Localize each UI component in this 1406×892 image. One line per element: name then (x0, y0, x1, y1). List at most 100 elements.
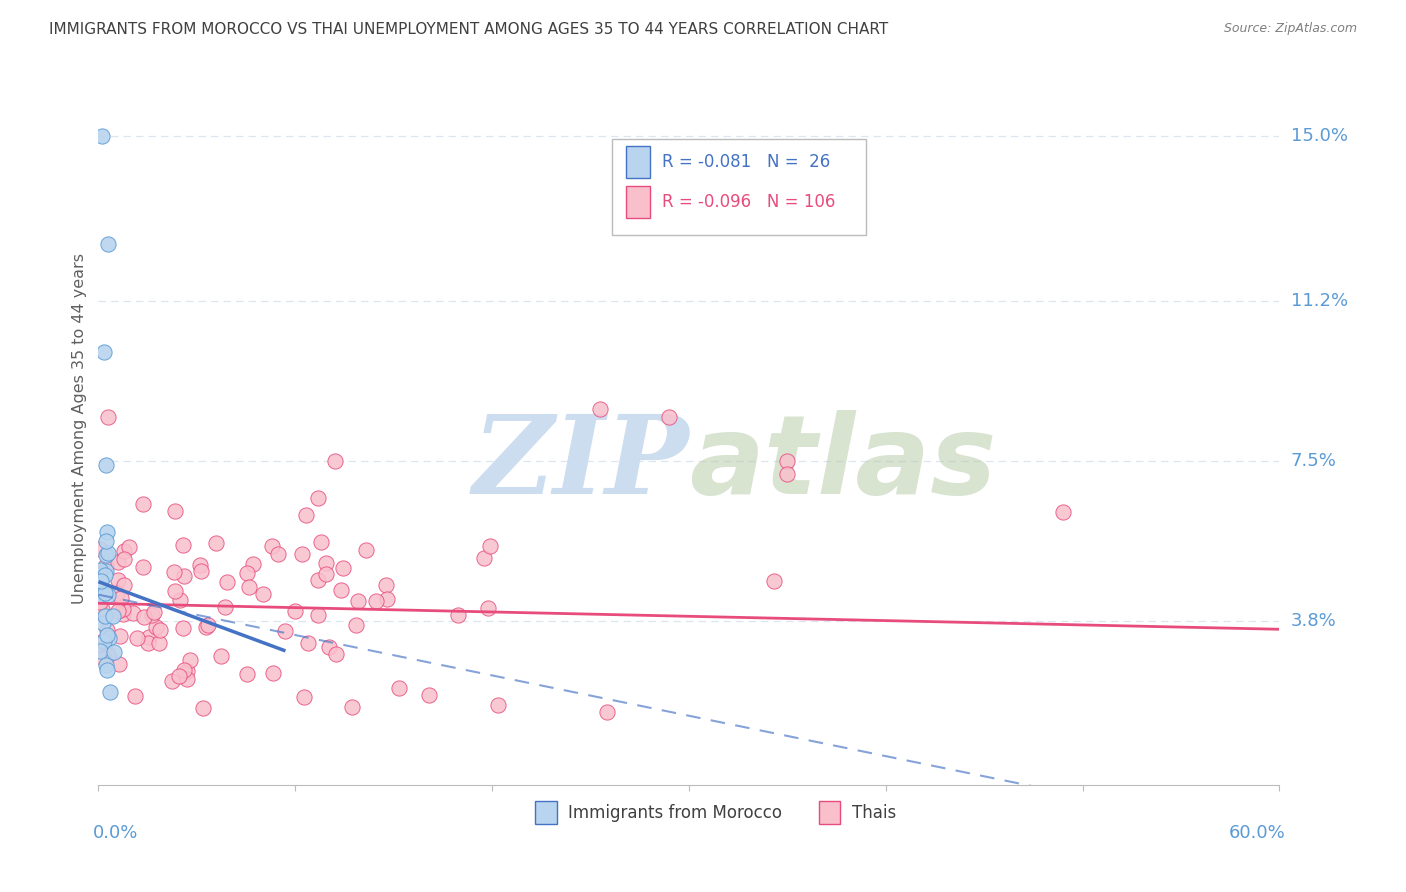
Point (93, 345, 115, 359)
Text: 3.8%: 3.8% (1291, 612, 1336, 630)
Point (103, 645, 125, 659)
Point (89, 643, 111, 657)
Point (122, 607, 145, 621)
Point (315, 567, 337, 582)
Point (238, 581, 260, 595)
Point (209, 649, 232, 664)
Point (91, 129, 114, 144)
FancyBboxPatch shape (612, 139, 866, 235)
Point (252, 587, 274, 601)
Point (89, 594, 111, 608)
Text: ZIP: ZIP (472, 410, 689, 517)
Text: 60.0%: 60.0% (1229, 824, 1285, 842)
Point (295, 508, 318, 523)
Point (169, 593, 191, 607)
Point (112, 544, 135, 558)
Point (91, 634, 114, 648)
Point (374, 578, 396, 592)
Point (173, 568, 195, 582)
Point (323, 453, 346, 467)
Point (107, 604, 129, 618)
Point (274, 624, 297, 639)
Text: IMMIGRANTS FROM MOROCCO VS THAI UNEMPLOYMENT AMONG AGES 35 TO 44 YEARS CORRELATI: IMMIGRANTS FROM MOROCCO VS THAI UNEMPLOY… (49, 22, 889, 37)
Point (97, 648, 120, 662)
Point (90, 574, 112, 588)
Point (194, 620, 217, 634)
Point (262, 539, 284, 553)
Point (138, 630, 160, 644)
Point (112, 551, 135, 566)
Point (318, 640, 340, 655)
Point (110, 591, 132, 605)
Point (97, 410, 120, 425)
Text: Thais: Thais (852, 804, 896, 822)
Point (105, 586, 128, 600)
Point (132, 497, 155, 511)
Point (776, 453, 799, 467)
Point (96, 524, 118, 539)
Bar (536, 801, 557, 824)
Point (307, 607, 329, 622)
Point (96, 564, 118, 578)
Point (162, 673, 184, 688)
Point (307, 491, 329, 505)
Point (309, 535, 332, 549)
Point (235, 566, 257, 580)
Point (176, 664, 198, 678)
Point (330, 582, 353, 597)
Point (477, 601, 499, 615)
Point (97, 546, 120, 560)
Point (93, 640, 115, 655)
Point (342, 700, 364, 714)
Bar (626, 146, 650, 178)
Point (472, 551, 495, 566)
Point (589, 401, 612, 416)
Point (165, 584, 187, 599)
Point (96, 558, 118, 572)
Point (142, 605, 165, 619)
Point (96, 663, 118, 677)
Point (94, 548, 117, 562)
Point (307, 573, 329, 587)
Point (131, 560, 153, 574)
Point (292, 690, 315, 705)
Point (136, 636, 159, 650)
Point (97, 237, 120, 252)
Point (315, 556, 337, 570)
Point (93, 634, 115, 648)
Text: 11.2%: 11.2% (1291, 292, 1348, 310)
Point (284, 604, 307, 618)
Point (96, 623, 118, 637)
Point (179, 653, 201, 667)
Point (89, 563, 111, 577)
Point (118, 540, 141, 554)
Point (364, 594, 387, 608)
Point (112, 601, 135, 615)
Point (141, 607, 163, 622)
Point (375, 591, 398, 606)
Point (90, 588, 112, 602)
Point (110, 629, 132, 643)
Point (132, 609, 155, 624)
Point (90, 602, 112, 616)
Bar (626, 186, 650, 218)
Point (167, 669, 190, 683)
Point (173, 537, 195, 551)
Text: R = -0.081   N =  26: R = -0.081 N = 26 (662, 153, 830, 171)
Point (325, 647, 347, 661)
Point (658, 410, 681, 425)
Point (388, 681, 411, 695)
Point (112, 578, 135, 592)
Point (291, 547, 314, 561)
Point (94, 586, 117, 600)
Point (267, 547, 290, 561)
Point (89, 542, 111, 557)
Point (776, 467, 799, 481)
Text: 0.0%: 0.0% (93, 824, 138, 842)
Point (145, 620, 167, 634)
Point (1052, 506, 1074, 520)
Text: R = -0.096   N = 106: R = -0.096 N = 106 (662, 193, 835, 211)
Point (193, 701, 215, 715)
Point (97, 588, 120, 602)
Point (447, 608, 470, 623)
